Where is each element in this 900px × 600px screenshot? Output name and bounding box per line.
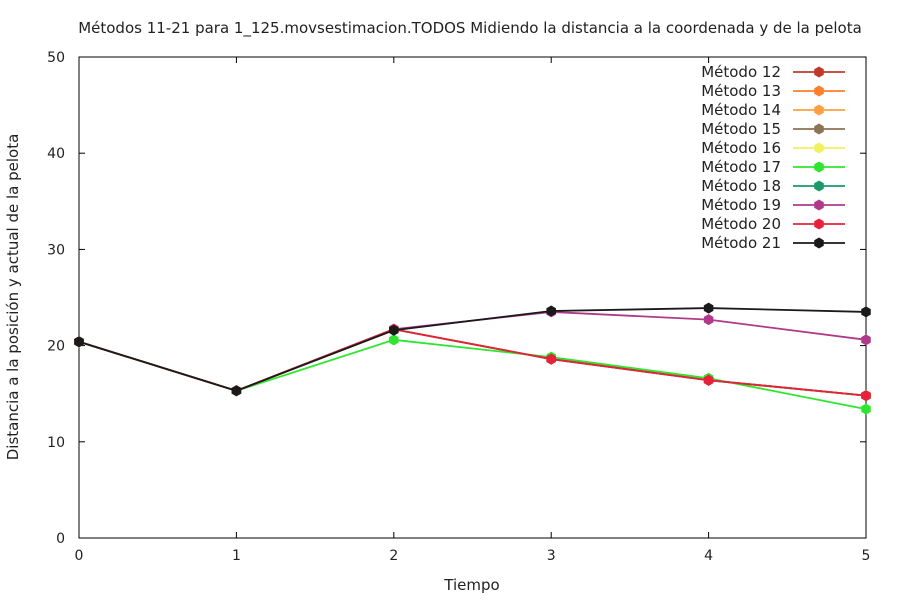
- legend-marker: [814, 199, 824, 211]
- data-point: [861, 334, 871, 346]
- x-tick-label: 1: [232, 548, 241, 564]
- legend-label: Método 20: [701, 215, 781, 233]
- x-tick-label: 3: [547, 548, 556, 564]
- data-point: [861, 403, 871, 415]
- series-m-todo-16: [74, 323, 871, 402]
- x-tick-label: 2: [389, 548, 398, 564]
- data-point: [703, 314, 714, 326]
- legend-marker: [814, 123, 824, 135]
- legend-label: Método 18: [701, 177, 781, 195]
- data-point: [231, 385, 242, 397]
- data-point: [703, 374, 714, 386]
- legend-marker: [814, 218, 824, 230]
- series-line: [78, 307, 867, 392]
- legend-marker: [814, 85, 824, 97]
- x-tick-label: 0: [75, 548, 84, 564]
- data-point: [546, 305, 556, 317]
- series-line: [78, 338, 867, 410]
- x-axis-title: Tiempo: [443, 576, 499, 594]
- data-point: [861, 306, 871, 318]
- legend-label: Método 14: [701, 101, 781, 119]
- y-axis-title: Distancia a la posición y actual de la p…: [4, 134, 22, 461]
- legend-marker: [814, 161, 824, 173]
- legend-label: Método 15: [701, 120, 781, 138]
- legend-marker: [814, 237, 824, 249]
- x-tick-label: 4: [704, 548, 713, 564]
- legend-label: Método 12: [701, 63, 781, 81]
- y-tick-label: 0: [56, 531, 65, 547]
- legend-label: Método 17: [701, 158, 781, 176]
- series-m-todo-21: [74, 302, 871, 397]
- legend-label: Método 13: [701, 82, 781, 100]
- x-tick-label: 5: [862, 548, 871, 564]
- y-tick-label: 50: [47, 50, 65, 66]
- series-m-todo-18: [74, 323, 871, 402]
- legend-marker: [814, 180, 824, 192]
- series-m-todo-17: [74, 334, 871, 415]
- legend-marker: [814, 104, 824, 116]
- data-point: [389, 324, 399, 336]
- data-point: [861, 390, 871, 402]
- data-point: [74, 336, 84, 348]
- series-m-todo-20: [74, 323, 871, 402]
- y-tick-label: 40: [47, 146, 65, 162]
- series-layer: [74, 302, 871, 415]
- legend-label: Método 21: [701, 234, 781, 252]
- y-tick-label: 20: [47, 339, 65, 355]
- data-point: [389, 334, 399, 346]
- chart-title: Métodos 11-21 para 1_125.movsestimacion.…: [78, 19, 862, 38]
- legend-label: Método 19: [701, 196, 781, 214]
- series-m-todo-14: [74, 323, 871, 402]
- data-point: [703, 302, 714, 314]
- series-m-todo-15: [74, 323, 871, 402]
- series-m-todo-13: [74, 323, 871, 402]
- series-m-todo-12: [74, 323, 871, 402]
- legend-marker: [814, 66, 824, 78]
- y-tick-label: 30: [47, 242, 65, 258]
- legend-label: Método 16: [701, 139, 781, 157]
- data-point: [546, 353, 556, 365]
- legend-marker: [814, 142, 824, 154]
- plot-frame: [78, 56, 867, 539]
- y-tick-label: 10: [47, 435, 65, 451]
